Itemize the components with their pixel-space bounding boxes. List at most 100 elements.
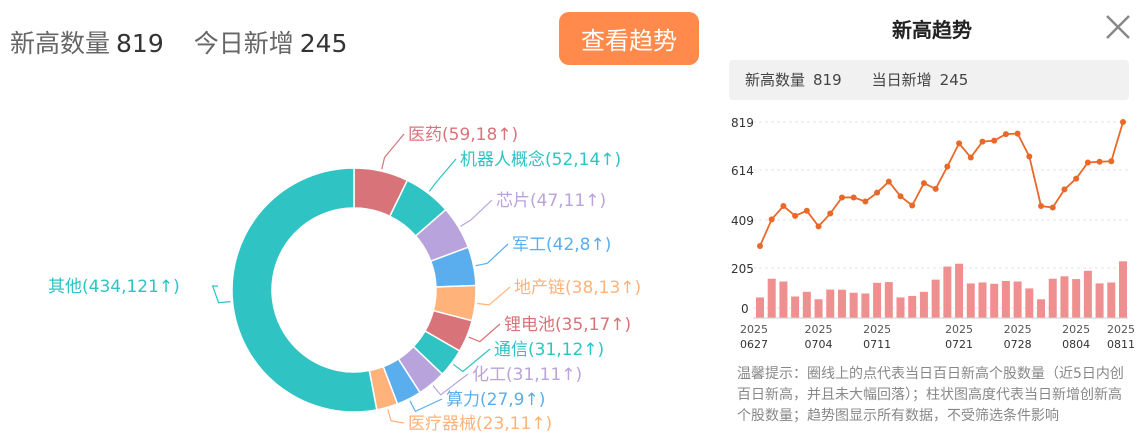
trend-point[interactable]	[885, 178, 892, 185]
y-tick-label: 409	[731, 214, 754, 228]
x-tick-year: 2025	[863, 323, 891, 336]
y-tick-label: 0	[741, 302, 749, 316]
close-icon[interactable]	[1101, 10, 1135, 44]
bar	[1083, 270, 1092, 318]
donut-leader-line	[409, 398, 443, 413]
trend-point[interactable]	[1096, 158, 1103, 165]
donut-label: 军工(42,8↑)	[512, 235, 611, 255]
trend-point[interactable]	[792, 212, 799, 219]
bar	[814, 299, 823, 318]
bar	[756, 297, 764, 318]
trend-point[interactable]	[803, 207, 810, 214]
trend-point[interactable]	[1120, 119, 1126, 125]
donut-label: 其他(434,121↑)	[48, 277, 180, 297]
view-trend-button[interactable]: 查看趋势	[559, 12, 699, 65]
donut-leader-line	[477, 286, 511, 306]
y-tick-label: 614	[731, 164, 754, 178]
donut-leader-line	[452, 348, 491, 373]
y-tick-label: 205	[731, 262, 754, 276]
bar	[931, 279, 940, 318]
bar	[896, 297, 905, 318]
trend-point[interactable]	[1049, 204, 1056, 211]
trend-point[interactable]	[1108, 158, 1115, 165]
bar	[1072, 279, 1081, 318]
trend-point[interactable]	[827, 210, 834, 217]
trend-point[interactable]	[874, 189, 881, 196]
bar	[849, 292, 858, 318]
donut-label: 地产链(38,13↑)	[514, 278, 641, 298]
donut-leader-line	[381, 133, 405, 170]
summary-stats: 新高数量 819 今日新增 245	[10, 24, 347, 60]
trend-point[interactable]	[1073, 175, 1080, 182]
x-tick-date: 0704	[805, 338, 833, 351]
donut-leader-line	[468, 323, 501, 343]
panel-title: 新高趋势	[892, 18, 972, 42]
trend-panel: 新高趋势 新高数量 819 当日新增 245 819 614 409 205 0 2025 062…	[723, 0, 1141, 446]
trend-point[interactable]	[944, 163, 951, 170]
bar	[943, 266, 952, 318]
bar	[1107, 282, 1116, 318]
trend-line	[759, 121, 1124, 247]
panel-summary-bar: 新高数量 819 当日新增 245	[729, 60, 1129, 100]
donut-label: 医疗器械(23,11↑)	[408, 414, 552, 434]
panel-new-high-label: 新高数量	[745, 71, 806, 89]
trend-point[interactable]	[780, 203, 787, 210]
trend-point[interactable]	[1061, 186, 1068, 193]
bar	[779, 281, 788, 318]
y-tick-label: 819	[731, 116, 754, 130]
donut-leader-line	[432, 373, 469, 396]
trend-point[interactable]	[757, 243, 763, 249]
donut-leader-line	[211, 285, 231, 304]
x-tick-year: 2025	[1004, 323, 1032, 336]
trend-point[interactable]	[1038, 203, 1045, 210]
trend-point[interactable]	[1014, 130, 1021, 137]
x-tick-date: 0728	[1004, 338, 1032, 351]
trend-point[interactable]	[956, 140, 963, 147]
trend-point[interactable]	[897, 193, 904, 200]
x-tick-date: 0627	[740, 338, 768, 351]
sector-donut-chart: 医药(59,18↑) 机器人概念(52,14↑) 芯片(47,11↑) 军工(42,8…	[48, 125, 641, 434]
panel-day-add-value: 245	[939, 71, 969, 89]
bar	[1048, 278, 1057, 318]
donut-label: 锂电池(35,17↑)	[504, 315, 631, 335]
trend-point[interactable]	[850, 194, 857, 201]
donut-label: 算力(27,9↑)	[446, 390, 545, 410]
trend-point[interactable]	[920, 180, 927, 187]
bar	[802, 291, 811, 318]
trend-point[interactable]	[909, 202, 916, 209]
bar	[826, 289, 835, 318]
bar	[978, 282, 987, 318]
x-tick-date: 0804	[1062, 338, 1090, 351]
new-high-value: 819	[116, 29, 164, 58]
trend-point[interactable]	[862, 198, 869, 205]
x-tick-date: 0711	[863, 338, 891, 351]
trend-point[interactable]	[991, 137, 998, 144]
donut-label: 医药(59,18↑)	[408, 125, 518, 145]
bar	[767, 278, 776, 318]
x-tick-date: 0721	[945, 338, 973, 351]
bar	[1037, 299, 1046, 318]
trend-point[interactable]	[967, 154, 974, 161]
x-tick-year: 2025	[740, 323, 768, 336]
bar	[791, 296, 800, 318]
trend-point[interactable]	[1002, 131, 1009, 138]
bar	[1119, 261, 1127, 318]
x-tick-year: 2025	[805, 323, 833, 336]
trend-point[interactable]	[768, 216, 775, 223]
trend-point[interactable]	[1026, 153, 1033, 160]
trend-point[interactable]	[838, 194, 845, 201]
trend-point[interactable]	[932, 185, 939, 192]
donut-leader-line	[460, 199, 493, 227]
bar	[955, 263, 964, 318]
x-tick-year: 2025	[1062, 323, 1090, 336]
trend-point[interactable]	[1084, 159, 1091, 166]
bar	[1001, 280, 1010, 318]
new-high-label: 新高数量	[10, 29, 111, 58]
trend-point[interactable]	[815, 223, 822, 230]
bar	[1060, 276, 1069, 318]
donut-segment[interactable]	[231, 167, 378, 413]
trend-point[interactable]	[979, 138, 986, 145]
trend-chart: 819 614 409 205 0 2025 0627 2025 0704 2025 0711 202…	[731, 116, 1135, 351]
bar	[919, 291, 928, 318]
bar	[1013, 281, 1022, 318]
